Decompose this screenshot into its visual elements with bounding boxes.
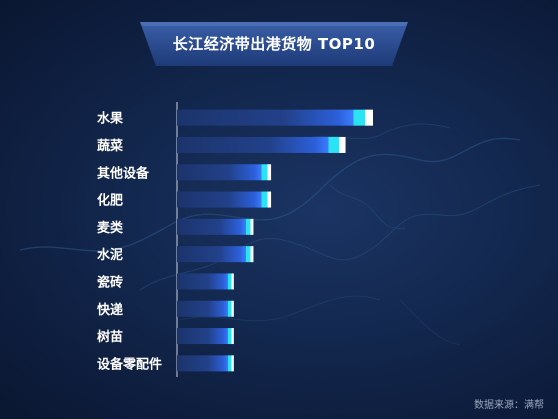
- bar-6: [177, 246, 254, 263]
- data-source-note: 数据来源：满帮: [474, 400, 544, 411]
- category-label-7: 瓷砖: [97, 274, 123, 290]
- bar-5: [177, 218, 254, 235]
- category-label-4: 化肥: [97, 193, 123, 209]
- chart-title: 长江经济带出港货物 TOP10: [172, 35, 376, 53]
- category-label-2: 蔬菜: [97, 138, 123, 154]
- category-label-6: 水泥: [97, 247, 123, 263]
- category-label-1: 水果: [97, 111, 123, 127]
- bar-4: [177, 191, 272, 208]
- bar-10: [177, 355, 234, 372]
- bar-7: [177, 273, 234, 290]
- category-label-5: 麦类: [97, 220, 124, 236]
- bar-3: [177, 164, 272, 181]
- category-label-9: 树苗: [97, 329, 123, 345]
- category-label-10: 设备零配件: [97, 356, 162, 372]
- category-label-8: 快递: [97, 302, 123, 318]
- bar-2: [177, 136, 346, 153]
- bar-1: [177, 109, 373, 126]
- category-label-3: 其他设备: [97, 165, 150, 181]
- bar-9: [177, 328, 234, 345]
- title-banner: [140, 22, 408, 66]
- bar-8: [177, 300, 234, 317]
